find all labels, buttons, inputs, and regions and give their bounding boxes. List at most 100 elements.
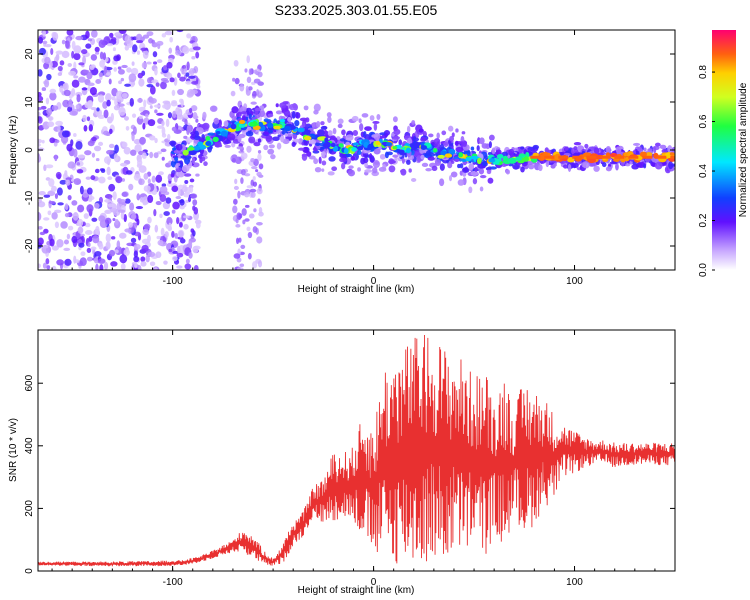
spectrogram-cell	[124, 35, 132, 45]
spectrogram-cell	[177, 88, 184, 96]
spectrogram-cell	[155, 82, 160, 87]
spectrogram-cell	[252, 176, 256, 181]
spectrogram-cell	[246, 226, 251, 232]
spectrogram-cell	[41, 139, 45, 144]
spectrogram-cell	[337, 123, 343, 129]
spectrogram-cell	[369, 115, 375, 121]
spectrogram-cell	[421, 162, 429, 168]
spectrogram-cell	[316, 120, 321, 128]
spectrogram-cell	[176, 30, 184, 33]
spectrogram-cell	[178, 221, 183, 228]
spectrogram-cell	[51, 105, 59, 111]
spectrogram-cell	[189, 68, 195, 76]
spectrogram-cell	[331, 166, 338, 172]
spectrogram-cell	[234, 77, 240, 85]
spectrogram-cell	[190, 105, 198, 112]
spectrogram-cell	[61, 39, 66, 45]
spectrogram-cell	[489, 166, 497, 170]
spectrogram-cell	[400, 169, 406, 174]
spectrogram-cell	[392, 136, 401, 140]
spectrogram-cell	[339, 138, 346, 142]
spectrogram-cell	[138, 178, 145, 186]
spectrogram-cell	[51, 265, 57, 270]
spectrogram-cell	[71, 235, 78, 244]
spectrogram-cell	[136, 193, 141, 201]
spectrogram-cell	[154, 137, 158, 144]
snr-ytick-label: 600	[24, 374, 35, 391]
spectrogram-cell	[38, 237, 44, 246]
spectrogram-cell	[105, 233, 112, 243]
spectrogram-cell	[272, 136, 280, 141]
colorbar: 0.0 0.2 0.4 0.6 0.8 Normalized spectral ampl…	[698, 30, 749, 277]
spectrogram-cell	[593, 147, 600, 155]
spectrogram-cell	[67, 106, 73, 113]
colorbar-tick-label: 0.4	[698, 164, 709, 178]
spectrogram-cell	[67, 161, 76, 169]
spectrogram-cell	[124, 198, 131, 204]
spectrogram-cell	[248, 213, 255, 219]
spectrogram-cell	[161, 133, 167, 138]
spectrogram-cell	[90, 175, 96, 181]
spectrogram-cell	[50, 48, 54, 55]
spectrogram-cell	[154, 224, 159, 233]
spectrogram-cell	[328, 156, 336, 162]
spectrogram-cell	[448, 125, 454, 132]
spectrogram-cell	[378, 166, 387, 172]
spectrogram-cell	[38, 190, 46, 196]
spectrogram-cell	[54, 193, 59, 199]
spectrogram-cell	[94, 251, 102, 257]
spectrogram-cell	[87, 85, 91, 92]
spectrogram-cell	[379, 153, 386, 160]
spectrogram-cell	[240, 168, 246, 176]
spectrogram-ridge-cell	[461, 158, 467, 163]
spectrogram-cell	[52, 31, 59, 41]
spectrogram-cell	[132, 44, 138, 53]
colorbar-tick-label: 0.8	[698, 65, 709, 79]
snr-frame	[37, 329, 676, 572]
spectrogram-cell	[251, 81, 256, 85]
spectrogram-cell	[321, 160, 327, 166]
spectrogram-cell	[87, 100, 94, 108]
spectrogram-cell	[457, 179, 465, 186]
snr-xtick-label: 0	[371, 577, 377, 588]
spectrogram-cell	[89, 86, 97, 96]
spectrogram-cell	[147, 251, 156, 258]
snr-ytick-label: 400	[24, 437, 35, 454]
spectrogram-cell	[252, 181, 258, 187]
spectrogram-cell	[143, 172, 149, 180]
spectrogram-cell	[252, 226, 258, 233]
spectrogram-xtick-label: 100	[566, 276, 583, 287]
spectrogram-cell	[155, 174, 163, 183]
spectrogram-cell	[166, 72, 173, 80]
spectrogram-cell	[174, 164, 179, 169]
spectrogram-cell	[175, 107, 181, 115]
spectrogram-cell	[248, 68, 252, 76]
spectrogram-cell	[98, 243, 104, 250]
spectrogram-cell	[447, 161, 453, 169]
spectrogram-cell	[309, 139, 317, 145]
spectrogram-cell	[95, 263, 99, 270]
spectrogram-cell	[520, 146, 525, 150]
spectrogram-cell	[247, 231, 253, 239]
spectrogram-ridge-cell	[574, 157, 582, 162]
spectrogram-cell	[38, 263, 41, 269]
spectrogram-cell	[168, 222, 172, 230]
spectrogram-cell	[207, 132, 215, 136]
spectrogram-ridge-cell	[437, 154, 445, 159]
spectrogram-cell	[303, 105, 309, 111]
spectrogram-cell	[67, 194, 72, 201]
spectrogram-cell	[479, 137, 485, 145]
spectrogram-cell	[118, 30, 127, 34]
spectrogram-cell	[98, 176, 106, 184]
spectrogram-cell	[252, 261, 258, 269]
spectrogram-cell	[154, 68, 158, 76]
spectrogram-cell	[245, 130, 254, 137]
spectrogram-cell	[143, 99, 147, 108]
spectrogram-cell	[54, 139, 60, 144]
spectrogram-cell	[668, 161, 674, 170]
spectrogram-cell	[436, 132, 440, 139]
spectrogram-cell	[654, 161, 663, 170]
spectrogram-cell	[71, 87, 76, 97]
spectrogram-cell	[191, 156, 196, 165]
